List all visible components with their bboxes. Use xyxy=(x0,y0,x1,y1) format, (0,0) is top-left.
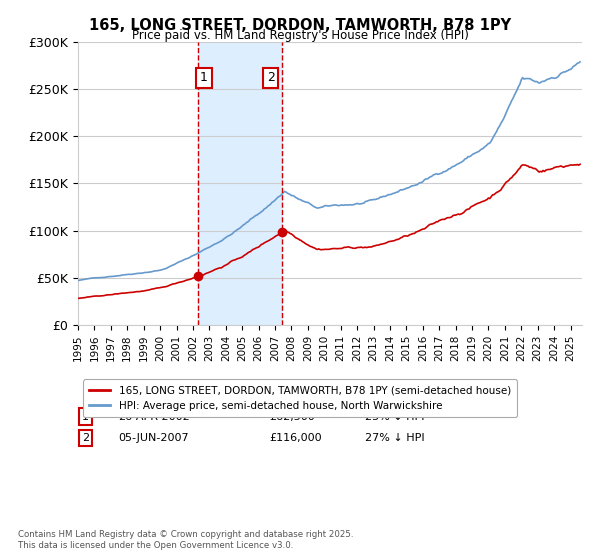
Bar xyxy=(198,42,282,325)
Text: This data is licensed under the Open Government Licence v3.0.: This data is licensed under the Open Gov… xyxy=(18,541,293,550)
Text: 27% ↓ HPI: 27% ↓ HPI xyxy=(365,433,425,443)
Text: £116,000: £116,000 xyxy=(269,433,322,443)
Text: 26-APR-2002: 26-APR-2002 xyxy=(118,412,190,422)
Text: £62,500: £62,500 xyxy=(269,412,315,422)
Text: 165, LONG STREET, DORDON, TAMWORTH, B78 1PY: 165, LONG STREET, DORDON, TAMWORTH, B78 … xyxy=(89,18,511,33)
Text: 2: 2 xyxy=(266,71,275,85)
Text: Contains HM Land Registry data © Crown copyright and database right 2025.: Contains HM Land Registry data © Crown c… xyxy=(18,530,353,539)
Text: 1: 1 xyxy=(82,412,89,422)
Text: 2: 2 xyxy=(82,433,89,443)
Legend: 165, LONG STREET, DORDON, TAMWORTH, B78 1PY (semi-detached house), HPI: Average : 165, LONG STREET, DORDON, TAMWORTH, B78 … xyxy=(83,380,517,417)
Text: 05-JUN-2007: 05-JUN-2007 xyxy=(118,433,189,443)
Text: 25% ↓ HPI: 25% ↓ HPI xyxy=(365,412,425,422)
Text: 1: 1 xyxy=(200,71,208,85)
Text: Price paid vs. HM Land Registry's House Price Index (HPI): Price paid vs. HM Land Registry's House … xyxy=(131,29,469,42)
